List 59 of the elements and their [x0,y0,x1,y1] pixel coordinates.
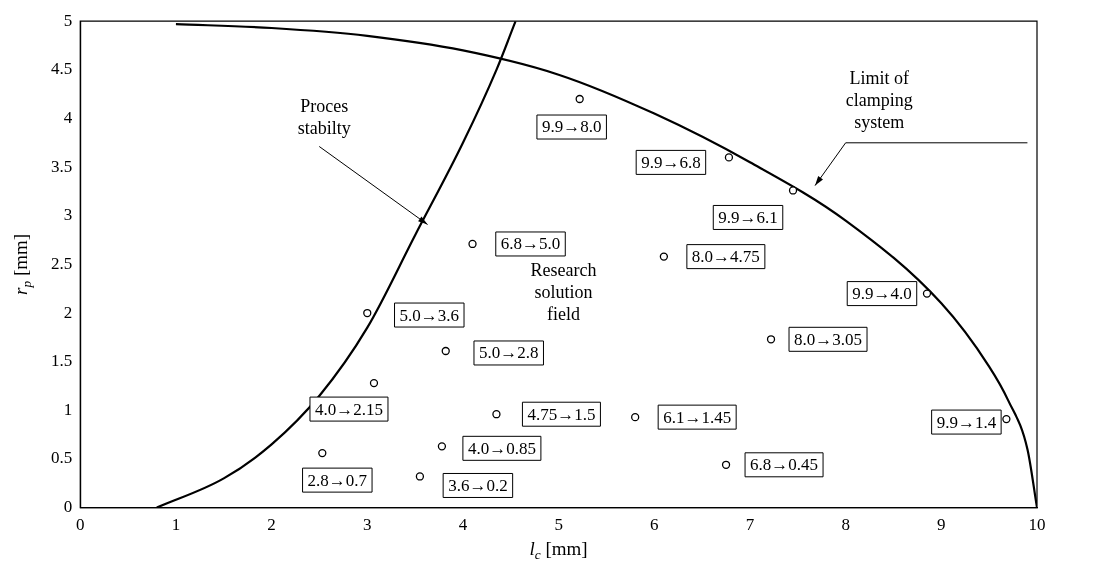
y-tick-label: 0 [63,497,73,517]
x-tick-label: 3 [363,515,372,535]
point [369,378,379,388]
point [318,448,327,458]
point [415,472,425,481]
y-tick-label: 2 [63,302,73,322]
point [441,346,450,356]
x-tick-label: 5 [554,515,563,535]
annotation: Research solution field [530,260,597,325]
point [1002,414,1011,424]
point [363,308,372,318]
y-tick-label: 1 [63,399,73,419]
data-label: 5.0→2.8 [478,343,539,363]
point [631,412,640,422]
x-tick-label: 7 [745,515,755,535]
data-label: 8.0→4.75 [691,247,760,267]
data-label: 8.0→3.05 [794,329,863,349]
y-tick-label: 4.5 [51,59,73,79]
point [766,335,776,344]
x-tick-label: 2 [267,515,276,535]
point [575,94,584,104]
data-label: 4.0→0.85 [467,438,536,458]
point [659,252,669,261]
annotation: Proces stabilty [297,96,351,139]
x-tick-label: 8 [841,515,850,535]
data-label: 4.75→1.5 [527,404,596,424]
data-label: 2.8→0.7 [307,470,368,490]
data-label: 3.6→0.2 [448,475,508,495]
point [922,289,932,298]
y-tick-label: 4 [63,107,73,127]
x-tick-label: 9 [937,515,946,535]
data-label: 9.9→8.0 [541,117,602,137]
y-axis-title: rp [mm] [10,233,35,295]
x-tick-label: 6 [650,515,659,535]
x-tick-label: 4 [458,515,468,535]
point [788,186,798,195]
y-tick-label: 5 [63,10,73,30]
data-label: 4.0→2.15 [314,399,383,419]
y-tick-label: 0.5 [51,448,73,468]
data-label: 9.9→1.4 [936,412,997,432]
x-tick-label: 1 [171,515,181,535]
data-label: 9.9→6.8 [641,152,701,172]
x-tick-label: 10 [1028,515,1046,535]
y-tick-label: 3.5 [51,156,73,176]
point [492,410,501,419]
point [724,153,734,162]
point [721,460,731,469]
data-label: 5.0→3.6 [399,305,460,325]
data-label: 6.8→5.0 [500,234,561,254]
data-label: 6.8→0.45 [750,455,819,475]
y-tick-label: 1.5 [51,351,73,371]
point [468,239,477,249]
data-label: 9.9→6.1 [718,207,778,227]
data-label: 6.1→1.45 [663,407,732,427]
data-label: 9.9→4.0 [852,284,912,304]
annotation: Limit of clamping system [845,68,913,133]
y-tick-label: 2.5 [51,253,73,273]
point [437,442,447,451]
y-tick-label: 3 [63,205,73,225]
